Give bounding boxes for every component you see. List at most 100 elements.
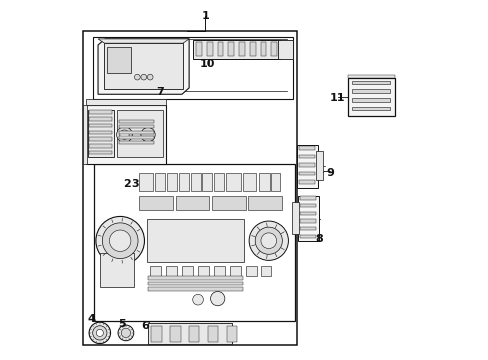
Text: 3: 3: [131, 179, 139, 189]
Circle shape: [121, 328, 130, 338]
Bar: [166, 173, 177, 191]
Bar: [175, 196, 209, 210]
Bar: [89, 137, 111, 141]
Circle shape: [248, 221, 288, 260]
Bar: [298, 171, 315, 175]
Bar: [260, 266, 271, 276]
Text: 1: 1: [201, 11, 209, 21]
Bar: [315, 152, 323, 180]
Bar: [165, 266, 176, 276]
Bar: [298, 154, 315, 158]
Bar: [83, 105, 87, 164]
Bar: [347, 78, 394, 116]
Bar: [351, 89, 389, 93]
Bar: [151, 326, 162, 342]
Bar: [351, 98, 389, 102]
Bar: [89, 131, 111, 134]
Bar: [299, 204, 315, 207]
Bar: [89, 117, 111, 121]
Circle shape: [118, 325, 134, 341]
Bar: [198, 266, 208, 276]
Text: 5: 5: [118, 319, 126, 329]
Bar: [228, 42, 234, 57]
Bar: [258, 173, 269, 191]
Bar: [190, 173, 200, 191]
Bar: [260, 42, 266, 57]
Bar: [155, 173, 165, 191]
Bar: [116, 111, 163, 157]
Text: 9: 9: [325, 168, 333, 178]
Bar: [192, 40, 280, 59]
Bar: [85, 105, 165, 164]
Circle shape: [109, 230, 131, 251]
Bar: [119, 136, 153, 139]
Bar: [119, 120, 153, 123]
Bar: [148, 276, 242, 280]
Text: 2: 2: [122, 179, 130, 189]
Bar: [299, 227, 315, 230]
Circle shape: [96, 216, 144, 265]
Text: 7: 7: [156, 87, 164, 98]
Text: 10: 10: [199, 59, 214, 69]
Bar: [89, 144, 111, 148]
Polygon shape: [347, 75, 394, 78]
Circle shape: [89, 322, 110, 343]
Circle shape: [134, 74, 140, 80]
Bar: [196, 42, 202, 57]
Bar: [94, 164, 294, 321]
Bar: [271, 173, 280, 191]
Circle shape: [120, 130, 129, 139]
Bar: [107, 47, 130, 73]
Bar: [299, 197, 315, 200]
Bar: [214, 173, 224, 191]
Bar: [207, 326, 218, 342]
Bar: [179, 173, 188, 191]
Bar: [148, 282, 242, 285]
Bar: [242, 173, 256, 191]
Bar: [89, 151, 111, 154]
Bar: [247, 196, 282, 210]
Bar: [298, 196, 318, 242]
Bar: [149, 266, 160, 276]
Bar: [182, 266, 192, 276]
Bar: [298, 180, 315, 184]
Bar: [139, 196, 173, 210]
Bar: [239, 42, 244, 57]
Bar: [89, 124, 111, 127]
Bar: [119, 131, 153, 134]
Circle shape: [93, 326, 107, 340]
Circle shape: [210, 292, 224, 306]
Circle shape: [147, 74, 153, 80]
Bar: [291, 202, 298, 234]
Bar: [188, 326, 199, 342]
Polygon shape: [85, 99, 165, 105]
Circle shape: [141, 74, 146, 80]
Bar: [298, 163, 315, 167]
Bar: [230, 266, 241, 276]
Bar: [351, 81, 389, 84]
Bar: [226, 326, 237, 342]
Bar: [147, 219, 244, 262]
Bar: [217, 42, 223, 57]
Text: 11: 11: [329, 93, 345, 103]
Bar: [119, 141, 153, 144]
Text: 8: 8: [315, 234, 323, 244]
Bar: [299, 235, 315, 238]
Bar: [100, 253, 134, 287]
Circle shape: [141, 127, 155, 142]
Bar: [299, 219, 315, 222]
Bar: [226, 173, 240, 191]
Bar: [104, 43, 183, 89]
Bar: [249, 42, 255, 57]
Polygon shape: [278, 40, 292, 59]
Circle shape: [261, 233, 276, 249]
Circle shape: [192, 294, 203, 305]
Bar: [271, 42, 276, 57]
Circle shape: [102, 223, 138, 258]
Bar: [148, 323, 231, 344]
Bar: [139, 173, 152, 191]
Circle shape: [96, 329, 103, 337]
Text: 4: 4: [87, 314, 95, 324]
Bar: [119, 125, 153, 128]
Polygon shape: [98, 39, 189, 43]
